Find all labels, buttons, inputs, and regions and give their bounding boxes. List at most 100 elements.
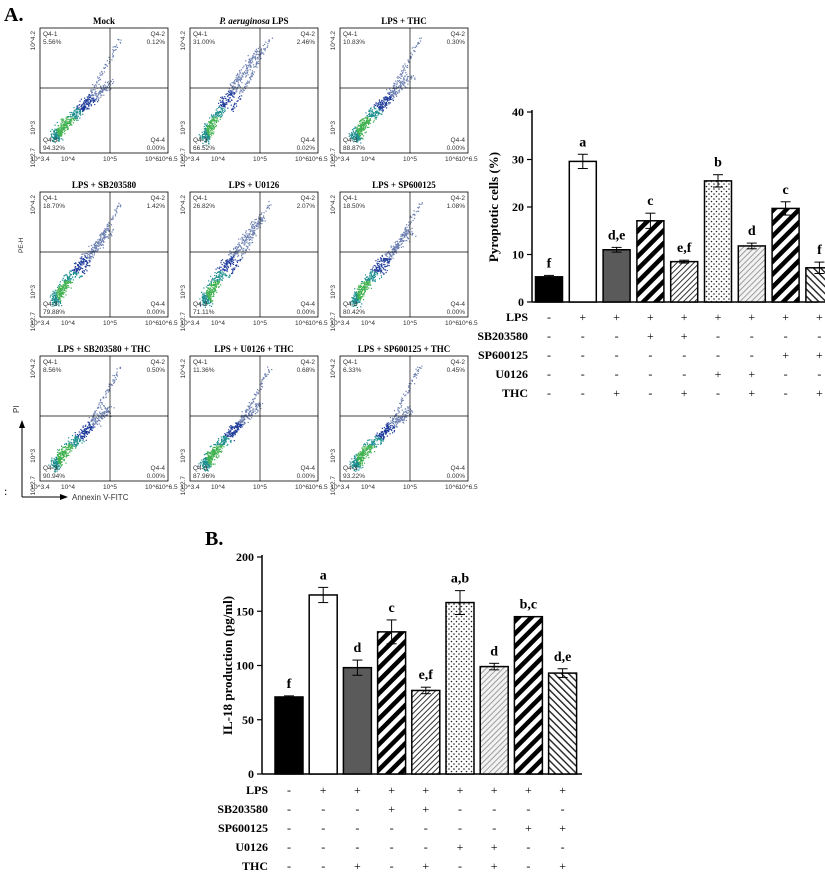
flow-event-dot xyxy=(218,105,220,107)
flow-event-dot xyxy=(401,82,403,84)
flow-event-dot xyxy=(230,432,232,435)
flow-event-dot xyxy=(86,96,88,98)
flow-event-dot xyxy=(95,244,97,246)
flow-event-dot xyxy=(363,292,365,294)
flow-event-dot xyxy=(103,235,106,237)
flow-event-dot xyxy=(365,131,367,133)
flow-event-dot xyxy=(208,121,210,123)
flow-y-tick-label: 10^2.7 xyxy=(180,312,187,332)
flow-event-dot xyxy=(77,443,80,445)
flow-event-dot xyxy=(368,110,370,112)
flow-event-dot xyxy=(240,72,242,74)
flow-event-dot xyxy=(257,225,259,228)
flow-event-dot xyxy=(223,269,225,271)
flow-event-dot xyxy=(213,285,215,287)
flow-event-dot xyxy=(72,114,74,116)
flow-event-dot xyxy=(75,270,77,272)
flow-event-dot xyxy=(387,252,389,254)
flow-event-dot xyxy=(406,230,408,232)
flow-event-dot xyxy=(230,264,232,266)
flow-event-dot xyxy=(106,236,108,238)
flow-event-dot xyxy=(257,62,259,64)
flow-event-dot xyxy=(82,107,84,109)
flow-event-dot xyxy=(82,106,84,108)
flow-event-dot xyxy=(376,274,378,276)
flow-event-dot xyxy=(114,49,116,51)
flow-event-dot xyxy=(107,84,110,86)
flow-event-dot xyxy=(100,85,102,87)
flow-event-dot xyxy=(54,142,56,144)
flow-event-dot xyxy=(64,451,66,453)
flow-event-dot xyxy=(72,279,74,281)
flow-event-dot xyxy=(242,89,245,91)
flow-event-dot xyxy=(59,132,62,134)
flow-event-dot xyxy=(351,137,353,139)
flow-event-dot xyxy=(261,383,263,385)
flow-event-dot xyxy=(199,298,201,300)
flow-event-dot xyxy=(376,267,379,269)
flow-event-dot xyxy=(234,79,236,81)
flow-event-dot xyxy=(227,90,230,92)
flow-event-dot xyxy=(227,95,229,97)
flow-event-dot xyxy=(115,46,117,48)
flow-event-dot xyxy=(404,65,407,67)
flow-event-dot xyxy=(358,296,360,298)
flow-event-dot xyxy=(239,98,241,100)
flow-event-dot xyxy=(237,243,239,245)
flow-event-dot xyxy=(356,135,358,137)
flow-event-dot xyxy=(258,218,260,220)
flow-event-dot xyxy=(215,120,217,122)
flow-event-dot xyxy=(361,288,363,290)
flow-event-dot xyxy=(252,73,254,76)
flow-event-dot xyxy=(238,245,240,247)
flow-event-dot xyxy=(207,299,210,301)
flow-event-dot xyxy=(73,442,76,444)
flow-event-dot xyxy=(264,50,266,52)
flow-event-dot xyxy=(99,93,101,95)
flow-event-dot xyxy=(387,98,389,100)
flow-event-dot xyxy=(60,464,62,466)
flow-event-dot xyxy=(72,114,75,116)
flow-event-dot xyxy=(370,110,372,112)
flow-event-dot xyxy=(373,104,375,106)
flow-event-dot xyxy=(59,452,62,454)
flow-event-dot xyxy=(374,279,376,281)
flow-event-dot xyxy=(237,77,239,79)
flow-event-dot xyxy=(209,127,211,129)
flow-event-dot xyxy=(75,119,78,121)
flow-event-dot xyxy=(94,242,96,244)
flow-event-dot xyxy=(224,263,226,265)
flow-event-dot xyxy=(204,300,206,302)
flow-event-dot xyxy=(113,382,115,384)
flow-event-dot xyxy=(211,120,213,122)
flow-event-dot xyxy=(245,60,247,62)
flow-event-dot xyxy=(87,98,89,100)
flow-event-dot xyxy=(71,278,73,280)
flow-event-dot xyxy=(404,76,406,78)
flow-event-dot xyxy=(221,107,223,109)
flow-event-dot xyxy=(76,442,78,445)
flow-event-dot xyxy=(241,240,243,242)
flow-event-dot xyxy=(245,69,247,71)
flow-event-dot xyxy=(267,43,269,45)
flow-x-tick-label: 10^5 xyxy=(253,320,267,327)
flow-event-dot xyxy=(399,83,401,85)
flow-event-dot xyxy=(50,138,52,140)
flow-event-dot xyxy=(404,228,406,230)
flow-event-dot xyxy=(375,269,377,271)
flow-event-dot xyxy=(96,241,98,243)
flow-event-dot xyxy=(251,233,253,236)
flow-event-dot xyxy=(351,129,354,131)
flow-event-dot xyxy=(103,405,105,408)
flow-event-dot xyxy=(404,230,406,232)
flow-event-dot xyxy=(392,257,394,259)
flow-event-dot xyxy=(235,431,237,433)
flow-event-dot xyxy=(54,299,56,302)
flow-event-dot xyxy=(59,288,61,290)
flow-event-dot xyxy=(98,240,100,243)
flow-event-dot xyxy=(369,283,371,285)
flow-event-dot xyxy=(247,421,249,424)
flow-event-dot xyxy=(87,428,89,430)
flow-event-dot xyxy=(260,222,262,224)
flow-event-dot xyxy=(51,134,53,136)
